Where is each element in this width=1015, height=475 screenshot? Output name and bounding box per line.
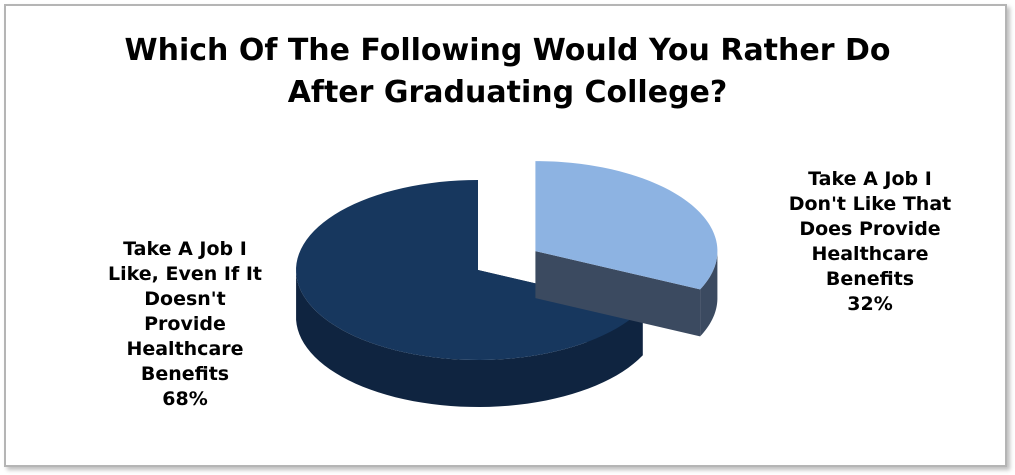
slice-label-line: Don't Like That [788,193,952,215]
slice-value-label: 68% [162,388,208,410]
slice-value-label: 32% [847,293,893,315]
chart-title-line-1: Which Of The Following Would You Rather … [124,33,891,68]
slice-label-line: Benefits [140,363,230,385]
slice-label-line: Take A Job I [808,168,932,190]
chart-title: Which Of The Following Would You Rather … [0,30,1015,114]
slice-label-healthcare: Take A Job I Don't Like That Does Provid… [760,167,980,317]
slice-label-job-i-like: Take A Job I Like, Even If It Doesn't Pr… [70,237,300,412]
slice-label-line: Does Provide [799,218,941,240]
chart-title-line-2: After Graduating College? [287,75,728,110]
pie-slice-outer-wall [296,272,643,407]
pie-slice [296,180,643,360]
slice-label-line: Take A Job I [123,238,247,260]
slice-label-line: Like, Even If It [108,263,262,285]
pie-slice-outer-wall [700,249,718,337]
pie-slice-side-wall [535,251,701,337]
slice-label-line: Benefits [825,268,915,290]
slice-label-line: Healthcare [126,338,244,360]
pie-slice [535,161,718,290]
slice-label-line: Provide [144,313,226,335]
slice-label-line: Doesn't [144,288,226,310]
slice-label-line: Healthcare [811,243,929,265]
